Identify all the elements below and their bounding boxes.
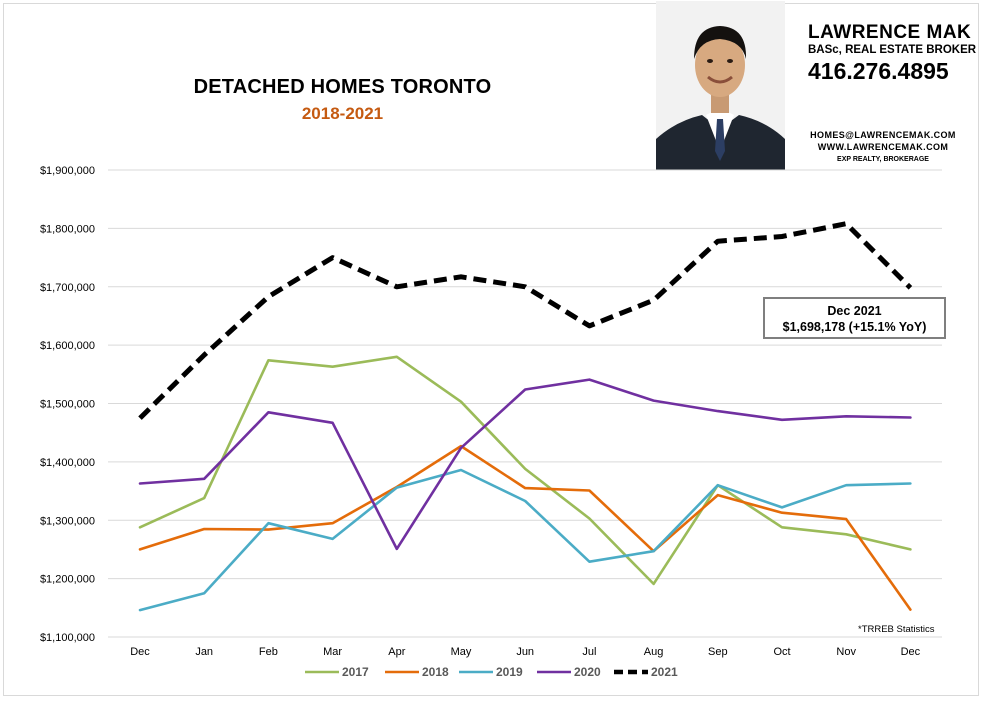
legend-label-2018: 2018 [422, 665, 449, 679]
legend-label-2019: 2019 [496, 665, 523, 679]
grid-lines [108, 169, 942, 638]
legend-label-2021: 2021 [651, 665, 678, 679]
agent-name: LAWRENCE MAK [808, 22, 972, 43]
series-lines [138, 221, 913, 612]
agent-photo [656, 1, 785, 170]
x-tick-label: Jul [582, 646, 596, 658]
series-line-2019 [138, 468, 912, 612]
x-axis-ticks: Dec Jan Feb Mar Apr May Jun Jul Aug Sep Oct Nov Dec [130, 646, 920, 658]
x-tick-label: Oct [773, 646, 790, 658]
y-axis-ticks: $1,100,000 $1,200,000 $1,300,000 $1,400,000… [40, 165, 95, 644]
callout-period: Dec 2021 [827, 304, 882, 318]
chart-frame [3, 3, 979, 696]
legend-label-2017: 2017 [342, 665, 369, 679]
series-line-2020 [138, 378, 912, 551]
x-tick-label: Mar [323, 646, 342, 658]
y-tick-label: $1,600,000 [40, 340, 95, 352]
agent-brokerage: EXP REALTY, BROKERAGE [837, 156, 929, 163]
chart-title: DETACHED HOMES TORONTO [193, 76, 492, 98]
agent-phone: 416.276.4895 [808, 58, 949, 84]
legend-label-2020: 2020 [574, 665, 601, 679]
x-tick-label: Apr [388, 646, 405, 658]
x-tick-label: Sep [708, 646, 728, 658]
y-tick-label: $1,300,000 [40, 515, 95, 527]
y-tick-label: $1,400,000 [40, 457, 95, 469]
callout-value: $1,698,178 (+15.1% YoY) [782, 320, 927, 334]
x-tick-label: Dec [130, 646, 150, 658]
y-tick-label: $1,900,000 [40, 165, 95, 177]
x-tick-label: Nov [836, 646, 856, 658]
series-line-2018 [138, 444, 912, 611]
y-tick-label: $1,100,000 [40, 632, 95, 644]
agent-email: HOMES@LAWRENCEMAK.COM [810, 130, 956, 140]
y-tick-label: $1,200,000 [40, 574, 95, 586]
latest-value-callout: Dec 2021 $1,698,178 (+15.1% YoY) [763, 297, 946, 339]
y-tick-label: $1,700,000 [40, 282, 95, 294]
x-tick-label: Feb [259, 646, 278, 658]
legend: 2017 2018 2019 2020 2021 [305, 665, 678, 679]
x-tick-label: Jan [195, 646, 213, 658]
series-line-2021 [138, 221, 913, 420]
x-tick-label: May [451, 646, 472, 658]
series-line-2017 [138, 355, 912, 586]
source-note: *TRREB Statistics [858, 624, 935, 635]
chart-subtitle: 2018-2021 [301, 104, 384, 123]
x-tick-label: Dec [901, 646, 921, 658]
y-tick-label: $1,800,000 [40, 223, 95, 235]
agent-website: WWW.LAWRENCEMAK.COM [817, 142, 949, 152]
agent-credentials: BASc, REAL ESTATE BROKER [808, 44, 977, 56]
y-tick-label: $1,500,000 [40, 399, 95, 411]
x-tick-label: Jun [516, 646, 534, 658]
x-tick-label: Aug [644, 646, 664, 658]
